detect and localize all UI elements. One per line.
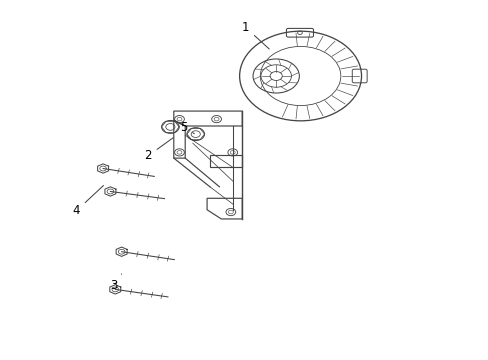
Text: 4: 4 xyxy=(73,185,103,217)
Text: 2: 2 xyxy=(144,138,173,162)
Text: 5: 5 xyxy=(180,121,194,134)
Text: 3: 3 xyxy=(110,274,122,292)
Text: 1: 1 xyxy=(242,21,269,49)
